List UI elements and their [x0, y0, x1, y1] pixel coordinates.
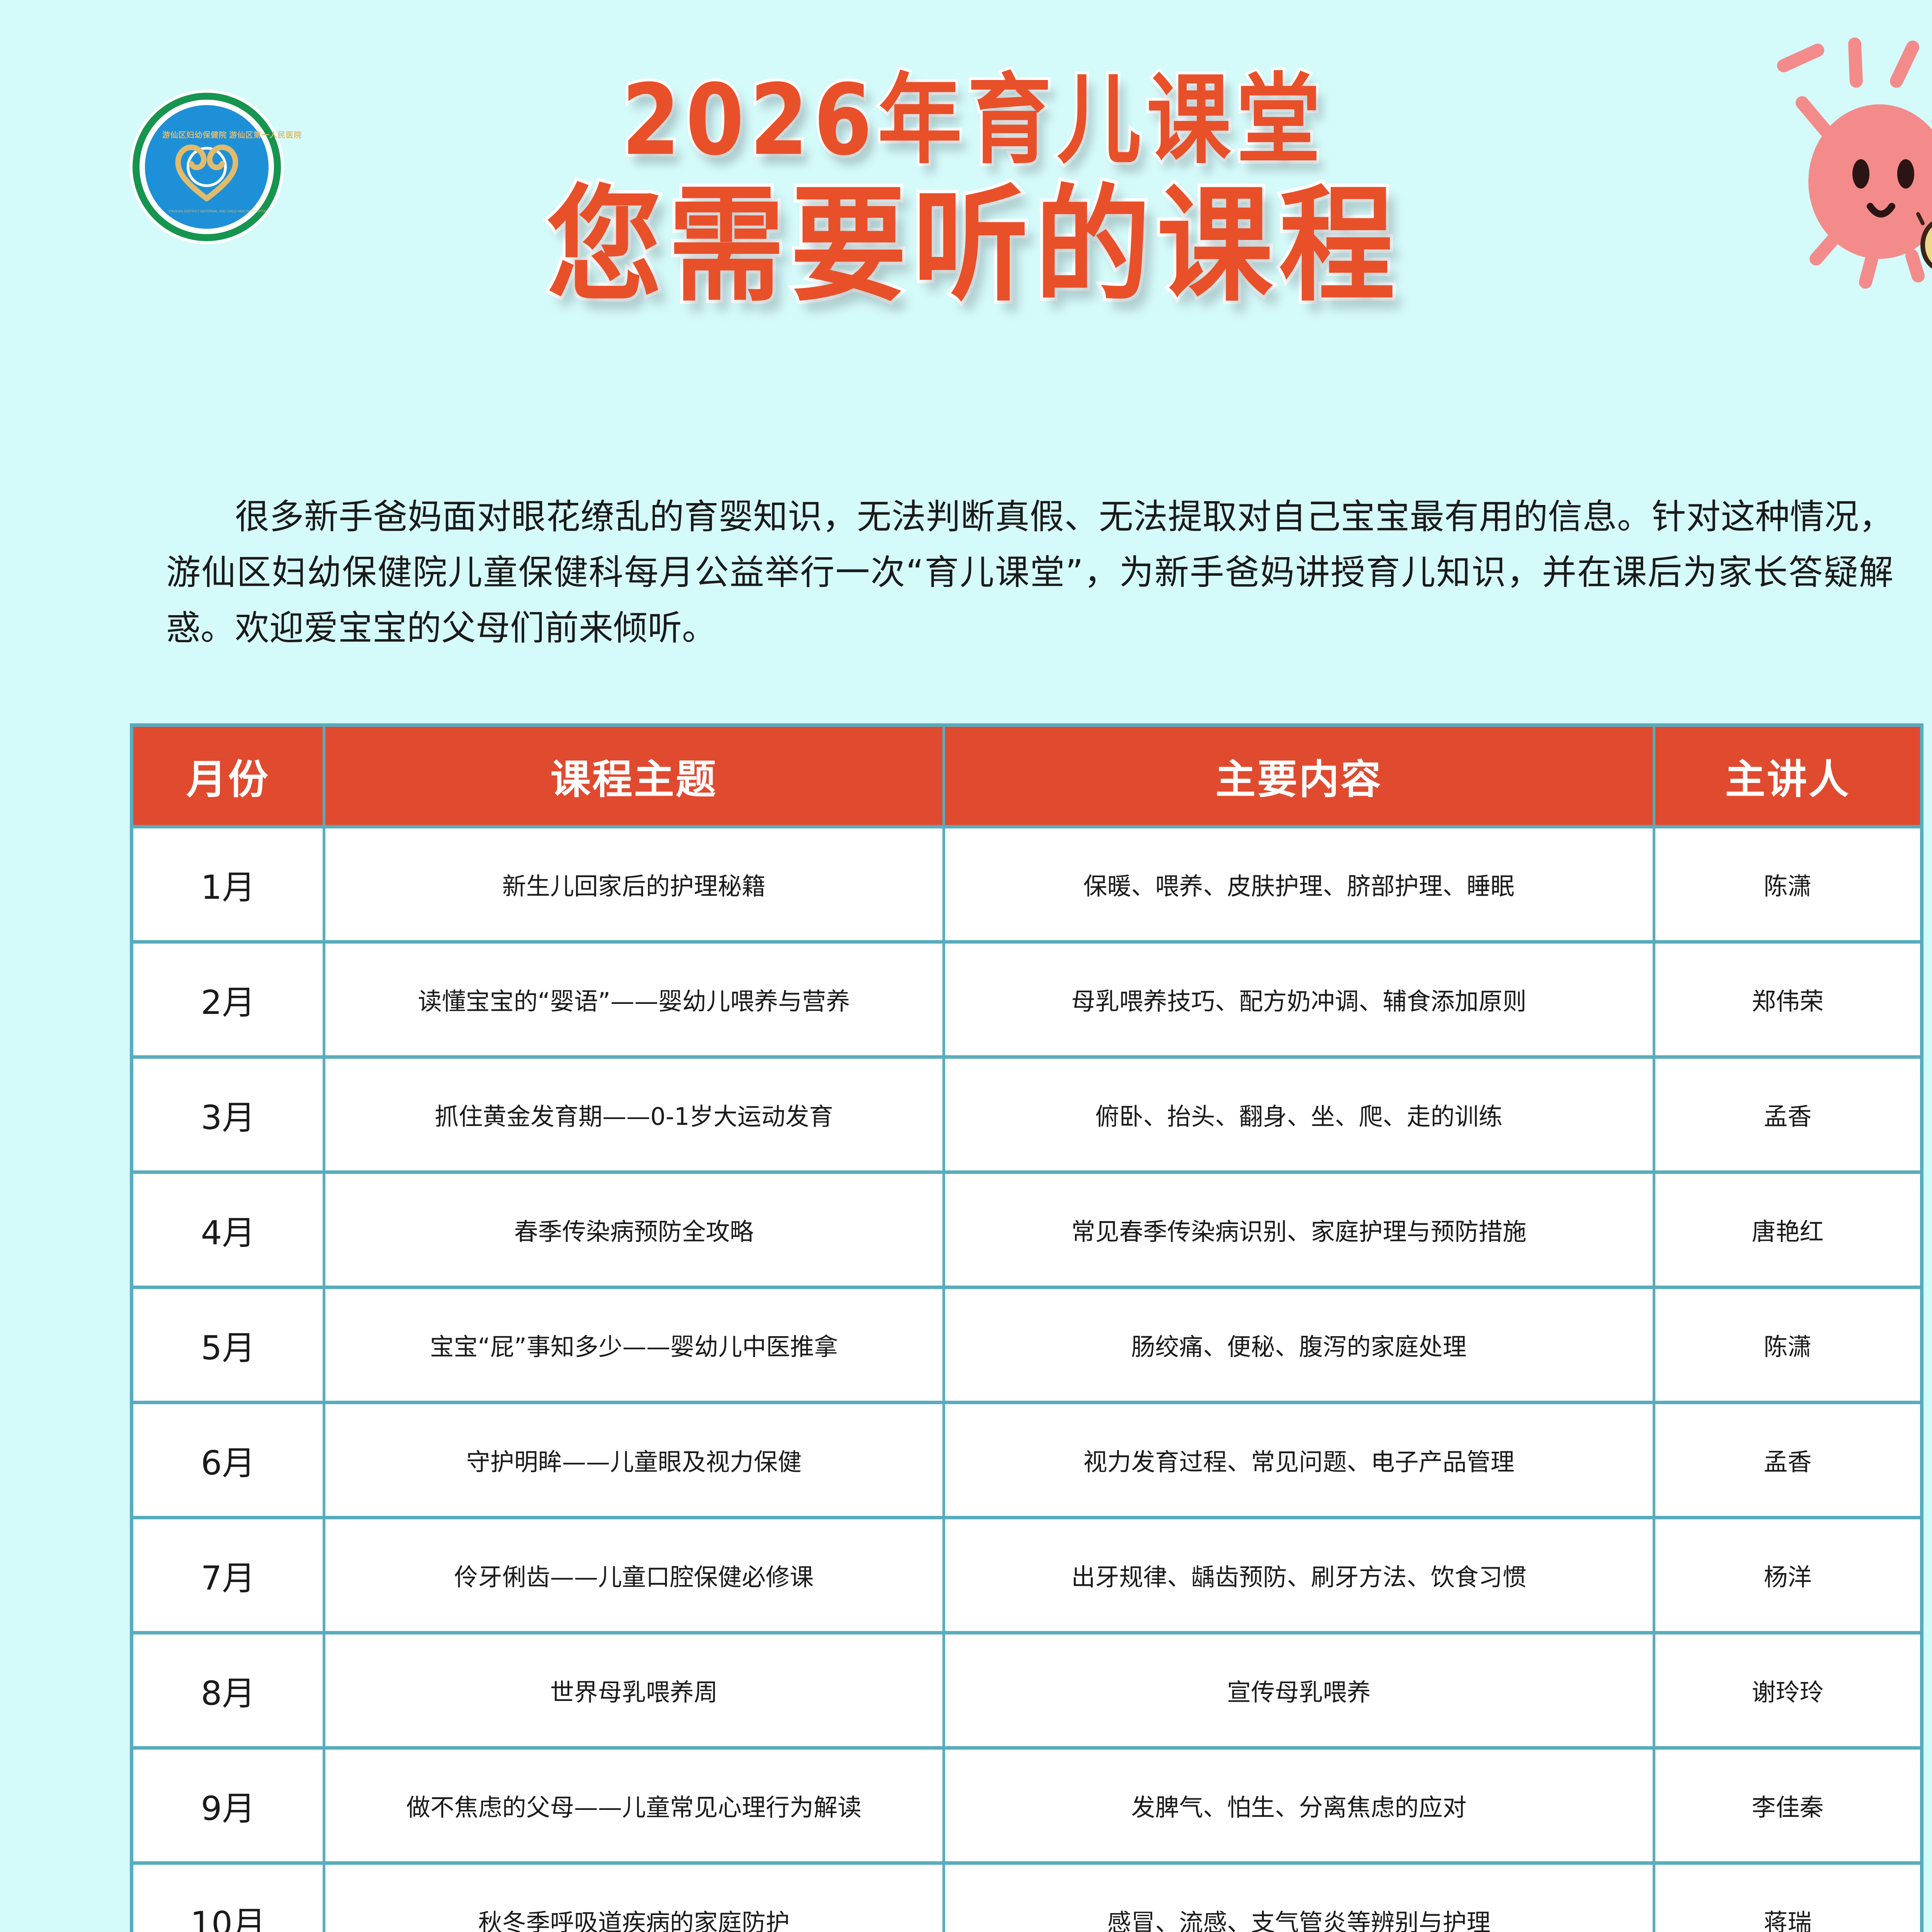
cell-month: 2月 [133, 940, 326, 1057]
cell-topic: 做不焦虑的父母——儿童常见心理行为解读 [324, 1746, 945, 1863]
column-header-topic: 课程主题 [324, 727, 945, 827]
column-header-month: 月份 [133, 727, 326, 827]
table-header-row-group: 月份 课程主题 主要内容 主讲人 [133, 727, 1920, 827]
lightbulb-icon [1916, 212, 1932, 269]
cell-topic: 抓住黄金发育期——0-1岁大运动发育 [324, 1055, 945, 1172]
title-line-2: 您需要听的课程 [543, 173, 1401, 319]
table-row: 9月 做不焦虑的父母——儿童常见心理行为解读 发脾气、怕生、分离焦虑的应对 李佳… [133, 1746, 1920, 1863]
table-row: 4月 春季传染病预防全攻略 常见春季传染病识别、家庭护理与预防措施 唐艳红 [133, 1170, 1920, 1287]
cell-topic: 春季传染病预防全攻略 [324, 1170, 945, 1287]
intro-paragraph: 很多新手爸妈面对眼花缭乱的育婴知识，无法判断真假、无法提取对自己宝宝最有用的信息… [166, 497, 1893, 648]
cell-content: 视力发育过程、常见问题、电子产品管理 [944, 1400, 1655, 1517]
cell-month: 8月 [133, 1631, 326, 1748]
cell-speaker: 孟香 [1654, 1055, 1920, 1172]
table-row: 3月 抓住黄金发育期——0-1岁大运动发育 俯卧、抬头、翻身、坐、爬、走的训练 … [133, 1055, 1920, 1172]
cell-topic: 伶牙俐齿——儿童口腔保健必修课 [324, 1515, 945, 1633]
cell-content: 常见春季传染病识别、家庭护理与预防措施 [944, 1170, 1655, 1287]
course-schedule-table-wrapper: 月份 课程主题 主要内容 主讲人 1月 新生儿回家后的护理秘籍 保暖、喂养、皮肤… [130, 723, 1923, 1932]
cell-content: 宣传母乳喂养 [944, 1631, 1655, 1748]
cell-content: 保暖、喂养、皮肤护理、脐部护理、睡眠 [944, 825, 1655, 942]
sun-decoration [1733, 27, 1932, 298]
cell-speaker: 唐艳红 [1654, 1170, 1920, 1287]
title-line-1: 2026年育儿课堂 [619, 63, 1326, 177]
cell-speaker: 杨洋 [1654, 1515, 1920, 1633]
cell-month: 7月 [133, 1515, 326, 1633]
cell-content: 俯卧、抬头、翻身、坐、爬、走的训练 [944, 1055, 1655, 1172]
cell-topic: 世界母乳喂养周 [324, 1631, 945, 1748]
cell-speaker: 郑伟荣 [1654, 940, 1920, 1057]
cell-month: 10月 [133, 1861, 326, 1932]
cell-content: 发脾气、怕生、分离焦虑的应对 [944, 1746, 1655, 1863]
heart-swirl-icon [175, 145, 238, 202]
cell-topic: 秋冬季呼吸道疾病的家庭防护 [324, 1861, 945, 1932]
cell-topic: 新生儿回家后的护理秘籍 [324, 825, 945, 942]
table-row: 5月 宝宝“屁”事知多少——婴幼儿中医推拿 肠绞痛、便秘、腹泻的家庭处理 陈潇 [133, 1285, 1920, 1402]
cell-topic: 读懂宝宝的“婴语”——婴幼儿喂养与营养 [324, 940, 945, 1057]
sun-right-eye-icon [1897, 159, 1914, 189]
table-row: 6月 守护明眸——儿童眼及视力保健 视力发育过程、常见问题、电子产品管理 孟香 [133, 1400, 1920, 1517]
cell-month: 6月 [133, 1400, 326, 1517]
cell-topic: 守护明眸——儿童眼及视力保健 [324, 1400, 945, 1517]
hospital-logo: 游仙区妇幼保健院 游仙区第一人民医院 YOUXIAN DISTRICT MATE… [129, 90, 302, 244]
cell-speaker: 李佳秦 [1654, 1746, 1920, 1863]
logo-chinese-name: 游仙区妇幼保健院 游仙区第一人民医院 [162, 130, 302, 139]
sun-face-icon [1808, 104, 1932, 259]
cell-topic: 宝宝“屁”事知多少——婴幼儿中医推拿 [324, 1285, 945, 1402]
logo-inner-ring [187, 147, 227, 187]
table-body: 1月 新生儿回家后的护理秘籍 保暖、喂养、皮肤护理、脐部护理、睡眠 陈潇 2月 … [133, 825, 1920, 1932]
table-row: 1月 新生儿回家后的护理秘籍 保暖、喂养、皮肤护理、脐部护理、睡眠 陈潇 [133, 825, 1920, 942]
cell-content: 母乳喂养技巧、配方奶冲调、辅食添加原则 [944, 940, 1655, 1057]
poster-header: 游仙区妇幼保健院 游仙区第一人民医院 YOUXIAN DISTRICT MATE… [0, 0, 1932, 456]
table-header-row: 月份 课程主题 主要内容 主讲人 [133, 727, 1920, 827]
cell-content: 出牙规律、龋齿预防、刷牙方法、饮食习惯 [944, 1515, 1655, 1633]
cell-speaker: 孟香 [1654, 1400, 1920, 1517]
cell-month: 4月 [133, 1170, 326, 1287]
cell-speaker: 陈潇 [1654, 825, 1920, 942]
logo-english-name: YOUXIAN DISTRICT MATERNAL AND CHILD HEAL… [168, 209, 268, 213]
table-row: 10月 秋冬季呼吸道疾病的家庭防护 感冒、流感、支气管炎等辨别与护理 蒋瑞 [133, 1861, 1920, 1932]
cell-month: 9月 [133, 1746, 326, 1863]
sun-left-eye-icon [1852, 159, 1869, 189]
cell-content: 感冒、流感、支气管炎等辨别与护理 [944, 1861, 1655, 1932]
cell-month: 3月 [133, 1055, 326, 1172]
sun-smile-icon [1867, 203, 1895, 218]
table-row: 7月 伶牙俐齿——儿童口腔保健必修课 出牙规律、龋齿预防、刷牙方法、饮食习惯 杨… [133, 1515, 1920, 1633]
table-row: 2月 读懂宝宝的“婴语”——婴幼儿喂养与营养 母乳喂养技巧、配方奶冲调、辅食添加… [133, 940, 1920, 1057]
table-row: 8月 世界母乳喂养周 宣传母乳喂养 谢玲玲 [133, 1631, 1920, 1748]
course-schedule-table: 月份 课程主题 主要内容 主讲人 1月 新生儿回家后的护理秘籍 保暖、喂养、皮肤… [133, 727, 1920, 1932]
cell-speaker: 谢玲玲 [1654, 1631, 1920, 1748]
column-header-speaker: 主讲人 [1654, 727, 1920, 827]
title-block: 2026年育儿课堂 您需要听的课程 [317, 63, 1631, 313]
logo-blue-disc: 游仙区妇幼保健院 游仙区第一人民医院 YOUXIAN DISTRICT MATE… [145, 105, 302, 229]
cell-content: 肠绞痛、便秘、腹泻的家庭处理 [944, 1285, 1655, 1402]
cell-speaker: 蒋瑞 [1654, 1861, 1920, 1932]
cell-speaker: 陈潇 [1654, 1285, 1920, 1402]
cell-month: 1月 [133, 825, 326, 942]
column-header-content: 主要内容 [944, 727, 1655, 827]
cell-month: 5月 [133, 1285, 326, 1402]
